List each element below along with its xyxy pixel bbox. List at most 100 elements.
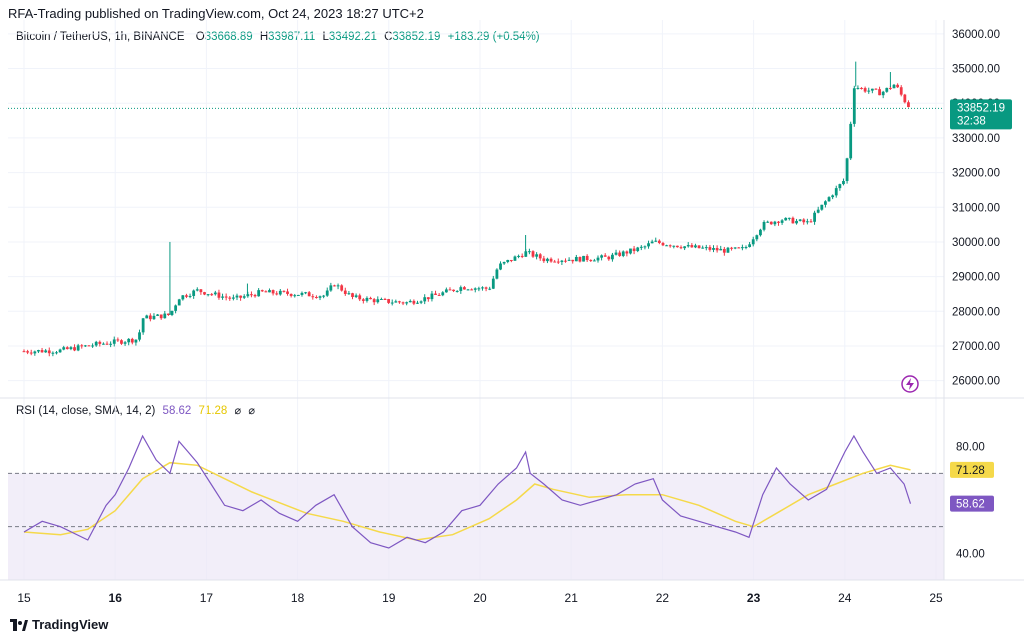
- price-tick-label: 32000.00: [952, 168, 1000, 180]
- candle-body: [686, 245, 690, 247]
- candle-body: [860, 87, 863, 89]
- candle-body: [589, 260, 593, 262]
- candle-body: [466, 289, 470, 291]
- candle-body: [719, 248, 723, 251]
- candle-body: [231, 297, 235, 299]
- candle-body: [192, 290, 196, 296]
- candle-body: [852, 88, 856, 124]
- price-tick-label: 26000.00: [952, 376, 1000, 388]
- candle-body: [755, 235, 759, 240]
- candle-body: [134, 339, 138, 343]
- price-tick-label: 30000.00: [952, 237, 1000, 249]
- candle-body: [827, 197, 831, 202]
- candle-body: [737, 247, 741, 249]
- candle-body: [834, 188, 838, 196]
- candle-body: [473, 288, 477, 290]
- candle-body: [650, 241, 654, 244]
- tradingview-logo-icon: [10, 618, 28, 631]
- candle-body: [795, 220, 798, 224]
- candle-body: [491, 278, 495, 289]
- time-tick-label: 20: [473, 591, 487, 605]
- candle-body: [383, 298, 387, 300]
- rsi-sma-line: [23, 461, 911, 541]
- footer-brand[interactable]: TradingView: [10, 617, 108, 632]
- rsi-legend: RSI (14, close, SMA, 14, 2) 58.62 71.28 …: [16, 404, 259, 417]
- candle-body: [33, 351, 37, 354]
- candle-body: [206, 294, 210, 296]
- candle-body: [167, 313, 170, 315]
- candle-body: [632, 248, 636, 252]
- candle-body: [715, 248, 719, 251]
- time-tick-label: 25: [929, 591, 943, 605]
- price-tick-label: 35000.00: [952, 64, 1000, 76]
- time-tick-label: 16: [109, 591, 123, 605]
- candle-body: [560, 260, 564, 263]
- candle-body: [448, 289, 452, 291]
- price-tick-label: 33000.00: [952, 133, 1000, 145]
- candle-body: [574, 256, 578, 262]
- candle-body: [29, 352, 33, 354]
- candle-body: [625, 251, 629, 254]
- candle-body: [657, 240, 661, 243]
- candle-body: [751, 239, 755, 245]
- candle-body: [831, 195, 835, 198]
- last-price-badge: [950, 99, 1012, 130]
- candle-body: [336, 285, 340, 287]
- candle-body: [120, 340, 123, 344]
- close-label: C: [384, 31, 393, 43]
- rsi-line: [23, 434, 912, 549]
- candle-body: [94, 341, 98, 346]
- candle-body: [874, 88, 878, 90]
- candle-body: [762, 221, 766, 230]
- candle-body: [51, 352, 55, 354]
- candle-body: [564, 260, 567, 262]
- candle-body: [538, 254, 542, 259]
- candle-body: [600, 255, 603, 258]
- candle-body: [412, 300, 416, 304]
- candle-body: [116, 339, 120, 341]
- price-tick-label: 31000.00: [952, 202, 1000, 214]
- candle-body: [405, 302, 409, 304]
- rsi-title: RSI (14, close, SMA, 14, 2): [16, 405, 156, 417]
- rsi-tick-label: 80.00: [956, 442, 985, 454]
- candle-body: [571, 259, 575, 262]
- rsi-settings-icon[interactable]: ⌀: [234, 405, 242, 417]
- candle-body: [863, 88, 867, 92]
- candle-body: [394, 301, 398, 303]
- candle-body: [138, 332, 141, 340]
- candle-body: [502, 261, 506, 264]
- candle-body: [170, 310, 174, 315]
- candle-body: [639, 246, 643, 248]
- candle-body: [123, 342, 127, 344]
- candle-body: [159, 314, 163, 319]
- candle-body: [708, 247, 712, 250]
- candle-body: [820, 204, 824, 210]
- candle-body: [98, 341, 102, 344]
- candle-body: [148, 315, 152, 320]
- candle-body: [603, 255, 607, 257]
- candle-body: [73, 347, 76, 351]
- candle-body: [712, 248, 715, 250]
- candle-body: [278, 290, 282, 295]
- candle-body: [181, 295, 185, 300]
- candle-body: [109, 343, 113, 345]
- candle-body: [618, 252, 622, 256]
- candle-body: [37, 350, 40, 352]
- candle-body: [441, 292, 445, 296]
- candle-body: [704, 247, 708, 249]
- candle-body: [289, 293, 293, 296]
- candle-body: [509, 259, 513, 261]
- candle-body: [156, 314, 159, 316]
- candle-body: [260, 290, 264, 292]
- candle-body: [141, 318, 145, 333]
- candle-body: [398, 301, 401, 303]
- candle-body: [578, 256, 582, 262]
- flash-icon[interactable]: [901, 375, 919, 393]
- candle-body: [455, 290, 459, 292]
- candle-body: [722, 248, 726, 253]
- candle-body: [426, 297, 430, 300]
- rsi-source-icon[interactable]: ⌀: [248, 405, 255, 417]
- candle-body: [842, 181, 845, 185]
